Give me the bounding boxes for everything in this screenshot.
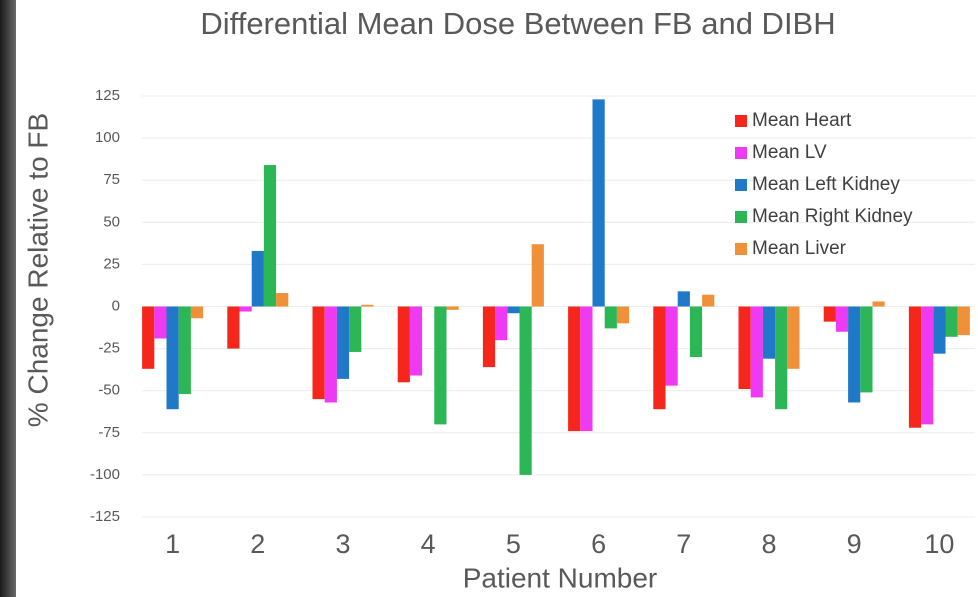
legend-label: Mean Liver bbox=[752, 238, 847, 259]
x-tick-label: 1 bbox=[165, 529, 180, 559]
legend-swatch bbox=[735, 147, 747, 159]
bar bbox=[860, 306, 873, 393]
bar bbox=[677, 291, 690, 307]
bar bbox=[409, 306, 423, 376]
bar bbox=[787, 306, 800, 369]
legend-label: Mean LV bbox=[752, 142, 827, 163]
bar bbox=[653, 306, 666, 410]
bar bbox=[361, 304, 374, 307]
bar bbox=[775, 306, 788, 410]
bar bbox=[872, 301, 885, 307]
x-tick-label: 4 bbox=[421, 529, 436, 559]
legend-swatch bbox=[735, 211, 747, 223]
bar bbox=[239, 306, 252, 312]
bar bbox=[276, 293, 289, 307]
bar bbox=[507, 306, 520, 314]
bar bbox=[750, 306, 763, 398]
x-tick-label: 2 bbox=[250, 529, 265, 559]
bar bbox=[933, 306, 946, 354]
bar bbox=[519, 306, 532, 475]
x-axis-title: Patient Number bbox=[463, 562, 658, 593]
legend-label: Mean Right Kidney bbox=[752, 206, 913, 227]
bar bbox=[616, 306, 630, 324]
x-tick-label: 5 bbox=[506, 529, 521, 559]
chart-title: Differential Mean Dose Between FB and DI… bbox=[200, 6, 835, 41]
bar bbox=[604, 306, 617, 329]
legend-label: Mean Left Kidney bbox=[752, 174, 900, 195]
bar bbox=[482, 306, 496, 368]
bar bbox=[762, 306, 776, 359]
bar bbox=[251, 250, 264, 307]
y-tick-label: -75 bbox=[98, 424, 120, 441]
legend-swatch bbox=[735, 115, 747, 127]
x-tick-label: 8 bbox=[761, 529, 776, 559]
x-tick-label: 10 bbox=[924, 529, 954, 559]
bar bbox=[154, 306, 167, 339]
bar bbox=[446, 306, 459, 310]
bar bbox=[312, 306, 325, 400]
bar bbox=[166, 306, 179, 410]
bar bbox=[945, 306, 958, 337]
bar bbox=[580, 306, 593, 432]
bar bbox=[957, 306, 970, 336]
y-tick-label: 100 bbox=[95, 129, 120, 146]
y-axis-title: % Change Relative to FB bbox=[22, 113, 53, 427]
y-tick-label: 50 bbox=[103, 213, 120, 230]
x-tick-label: 9 bbox=[847, 529, 862, 559]
y-tick-label: -50 bbox=[98, 382, 120, 399]
bar bbox=[495, 306, 508, 341]
y-tick-label: 75 bbox=[103, 171, 120, 188]
y-tick-label: 0 bbox=[112, 297, 120, 314]
bar bbox=[324, 306, 337, 403]
bar bbox=[835, 306, 849, 332]
bar bbox=[336, 306, 350, 379]
y-tick-label: -25 bbox=[98, 340, 120, 357]
bar bbox=[349, 306, 362, 352]
bar bbox=[142, 306, 155, 369]
x-tick-label: 7 bbox=[676, 529, 691, 559]
y-tick-label: 125 bbox=[95, 87, 120, 104]
bar bbox=[823, 306, 836, 322]
bar bbox=[738, 306, 751, 390]
legend-swatch bbox=[735, 243, 747, 255]
bar bbox=[848, 306, 861, 403]
y-tick-label: -125 bbox=[90, 508, 120, 525]
x-tick-label: 6 bbox=[591, 529, 606, 559]
legend-label: Mean Heart bbox=[752, 110, 852, 131]
bar bbox=[190, 306, 204, 319]
bar bbox=[263, 165, 277, 307]
bar bbox=[702, 294, 715, 307]
bar bbox=[568, 306, 581, 432]
bar bbox=[689, 306, 703, 358]
bar bbox=[665, 306, 678, 386]
bar bbox=[531, 244, 544, 307]
bar bbox=[908, 306, 922, 428]
bar bbox=[921, 306, 934, 425]
screen-edge bbox=[0, 0, 16, 597]
bar bbox=[397, 306, 410, 383]
y-tick-label: -100 bbox=[90, 466, 120, 483]
bar bbox=[178, 306, 191, 395]
legend-swatch bbox=[735, 179, 747, 191]
y-tick-label: 25 bbox=[103, 255, 120, 272]
bar bbox=[434, 306, 447, 425]
x-tick-label: 3 bbox=[335, 529, 350, 559]
bar bbox=[227, 306, 240, 349]
bar bbox=[592, 99, 605, 307]
